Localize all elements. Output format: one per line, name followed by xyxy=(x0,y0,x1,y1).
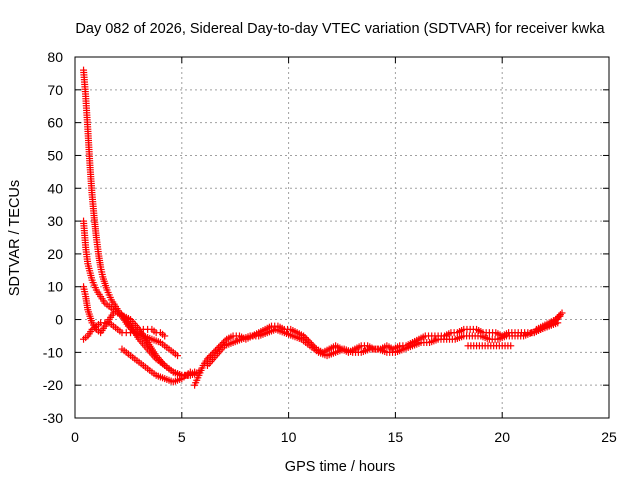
data-point xyxy=(124,322,132,330)
plot-frame xyxy=(74,56,610,419)
y-tick-label: -20 xyxy=(43,377,63,393)
data-point xyxy=(128,325,136,333)
y-tick-label: 10 xyxy=(47,279,63,295)
y-tick-label: 0 xyxy=(55,312,63,328)
x-axis-title: GPS time / hours xyxy=(285,459,395,475)
data-marks xyxy=(80,66,566,389)
y-tick-label: 60 xyxy=(47,115,63,131)
y-tick-label: 70 xyxy=(47,82,63,98)
y-axis: -30 -20 -10 0 10 20 30 40 50 60 70 80 xyxy=(43,49,609,426)
y-tick-label: 80 xyxy=(47,49,63,65)
data-point xyxy=(552,316,560,324)
data-point xyxy=(507,342,515,350)
x-tick-label: 20 xyxy=(494,429,510,445)
y-tick-label: 40 xyxy=(47,180,63,196)
y-tick-label: 20 xyxy=(47,246,63,262)
x-tick-label: 0 xyxy=(71,429,79,445)
data-point xyxy=(553,314,561,322)
x-tick-label: 5 xyxy=(178,429,186,445)
data-point xyxy=(555,312,563,320)
y-tick-label: -10 xyxy=(43,344,63,360)
x-tick-label: 10 xyxy=(281,429,297,445)
y-axis-title: SDTVAR / TECUs xyxy=(7,180,23,296)
chart-title: Day 082 of 2026, Sidereal Day-to-day VTE… xyxy=(75,21,605,37)
data-point xyxy=(161,332,169,340)
grid-layer xyxy=(75,57,609,418)
data-point xyxy=(186,368,194,376)
x-tick-label: 25 xyxy=(601,429,617,445)
x-axis: 0 5 10 15 20 25 xyxy=(71,57,617,445)
y-tick-label: 50 xyxy=(47,147,63,163)
data-point xyxy=(558,309,566,317)
data-point xyxy=(174,352,182,360)
x-tick-label: 15 xyxy=(388,429,404,445)
data-point xyxy=(556,311,564,319)
y-tick-label: 30 xyxy=(47,213,63,229)
y-tick-label: -30 xyxy=(43,410,63,426)
